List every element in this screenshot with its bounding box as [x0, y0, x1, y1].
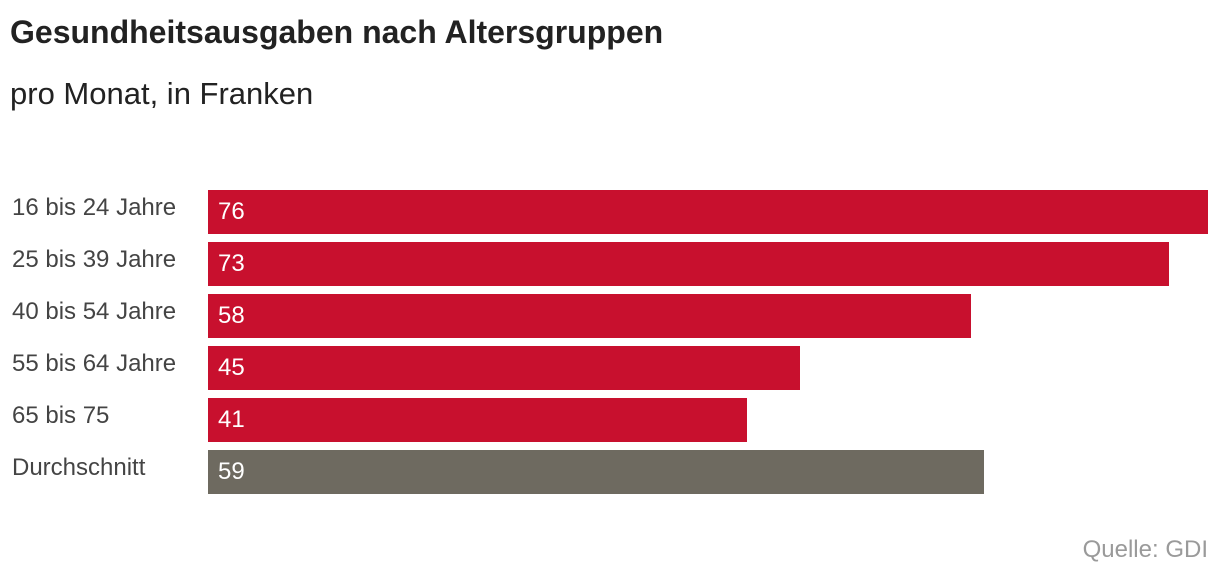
bar-value-label: 73	[218, 250, 245, 277]
bar-value-label: 59	[218, 458, 245, 485]
bar-value-label: 76	[218, 198, 245, 225]
bar-row: Durchschnitt 59	[0, 448, 1220, 494]
category-label: 40 bis 54 Jahre	[12, 298, 177, 325]
bar-value-label: 41	[218, 406, 245, 433]
bar-row: 25 bis 39 Jahre 73	[0, 240, 1220, 286]
bar: 76	[208, 190, 1208, 234]
bar-row: 65 bis 75 41	[0, 396, 1220, 442]
category-label: Durchschnitt	[12, 454, 146, 481]
bar: 41	[208, 398, 747, 442]
category-label: 65 bis 75	[12, 402, 110, 429]
category-label: 25 bis 39 Jahre	[12, 246, 177, 273]
bar-row: 40 bis 54 Jahre 58	[0, 292, 1220, 338]
bar: 45	[208, 346, 800, 390]
bar-value-label: 45	[218, 354, 245, 381]
bar: 59	[208, 450, 984, 494]
source-note: Quelle: GDI	[1082, 536, 1208, 563]
bar: 73	[208, 242, 1169, 286]
bar-value-label: 58	[218, 302, 245, 329]
category-label: 16 bis 24 Jahre	[12, 194, 177, 221]
bar-row: 16 bis 24 Jahre 76	[0, 188, 1220, 234]
chart-subtitle: pro Monat, in Franken	[10, 76, 314, 111]
bar-row: 55 bis 64 Jahre 45	[0, 344, 1220, 390]
chart-title: Gesundheitsausgaben nach Altersgruppen	[10, 14, 664, 50]
bar: 58	[208, 294, 971, 338]
bar-chart: 16 bis 24 Jahre 76 25 bis 39 Jahre 73 40 bis…	[0, 188, 1220, 498]
category-label: 55 bis 64 Jahre	[12, 350, 177, 377]
